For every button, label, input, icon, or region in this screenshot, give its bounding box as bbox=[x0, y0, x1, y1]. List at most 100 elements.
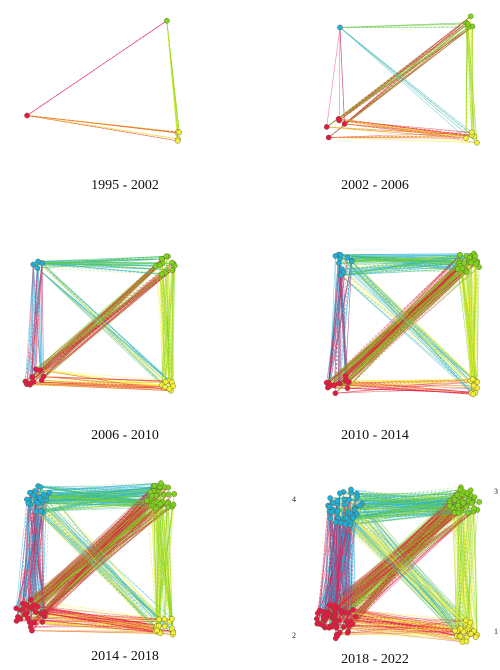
edge bbox=[457, 505, 461, 637]
edge bbox=[40, 486, 169, 495]
edge bbox=[24, 511, 41, 615]
node-cluster-2 bbox=[20, 606, 26, 612]
edge bbox=[346, 380, 476, 394]
edge bbox=[338, 262, 466, 271]
node-cluster-2 bbox=[323, 124, 330, 130]
edge bbox=[36, 511, 173, 635]
edge bbox=[339, 258, 463, 269]
edges bbox=[326, 16, 478, 143]
edge bbox=[326, 614, 466, 631]
node-cluster-2 bbox=[330, 620, 337, 627]
node-cluster-3 bbox=[468, 259, 474, 266]
edge bbox=[167, 256, 174, 387]
edge bbox=[171, 269, 173, 383]
edge bbox=[33, 495, 38, 607]
edge bbox=[37, 261, 173, 271]
edge bbox=[30, 384, 170, 390]
network-graph bbox=[24, 17, 183, 144]
edge bbox=[344, 123, 472, 133]
edge bbox=[341, 275, 478, 383]
node-cluster-4 bbox=[34, 265, 41, 271]
node-cluster-2 bbox=[32, 609, 39, 615]
edge bbox=[470, 253, 475, 381]
node-cluster-2 bbox=[15, 614, 21, 620]
node-cluster-3 bbox=[153, 505, 159, 512]
node-cluster-3 bbox=[468, 500, 475, 506]
edge bbox=[146, 500, 158, 631]
node-cluster-1 bbox=[469, 129, 475, 136]
edge bbox=[454, 499, 466, 631]
edge bbox=[15, 499, 28, 609]
edge bbox=[360, 505, 467, 621]
edge bbox=[334, 618, 470, 627]
edge bbox=[346, 502, 472, 622]
node-cluster-2 bbox=[336, 617, 343, 624]
panel-caption: 2014 - 2018 bbox=[91, 649, 159, 664]
node-cluster-4 bbox=[346, 497, 352, 503]
edge bbox=[341, 263, 476, 276]
node-cluster-2 bbox=[25, 380, 32, 387]
edge bbox=[341, 265, 461, 276]
edge bbox=[341, 275, 474, 392]
edge bbox=[339, 258, 473, 380]
edge bbox=[347, 387, 472, 394]
node-cluster-2 bbox=[332, 612, 338, 619]
edge bbox=[38, 485, 152, 497]
edge bbox=[341, 255, 467, 276]
panel-caption: 2002 - 2006 bbox=[341, 178, 409, 193]
edge bbox=[326, 16, 471, 128]
nodes bbox=[323, 250, 482, 398]
network-panel-6: 2018 - 2022 4 3 2 1 bbox=[250, 447, 500, 670]
edge bbox=[330, 490, 471, 499]
edge bbox=[338, 504, 462, 518]
network-panel-5: 2014 - 2018 bbox=[0, 447, 250, 670]
edge bbox=[34, 487, 160, 624]
node-cluster-3 bbox=[149, 493, 155, 499]
edge bbox=[36, 511, 165, 620]
edge bbox=[350, 521, 471, 630]
node-cluster-4 bbox=[348, 258, 355, 265]
edge bbox=[37, 267, 163, 275]
node-cluster-3 bbox=[169, 267, 175, 273]
edge bbox=[338, 22, 467, 120]
edge bbox=[29, 502, 163, 623]
node-cluster-3 bbox=[454, 266, 461, 272]
node-cluster-3 bbox=[467, 487, 474, 494]
node-cluster-2 bbox=[38, 377, 45, 384]
corner-label-1: 1 bbox=[494, 627, 498, 636]
edge bbox=[35, 501, 174, 633]
edge bbox=[326, 126, 477, 143]
edge bbox=[345, 499, 458, 506]
corner-label-4: 4 bbox=[292, 495, 296, 504]
edge bbox=[168, 494, 174, 635]
node-cluster-4 bbox=[350, 515, 357, 521]
node-cluster-2 bbox=[345, 610, 352, 616]
edge bbox=[338, 517, 461, 629]
edge bbox=[162, 502, 173, 629]
edge bbox=[37, 261, 41, 371]
edge bbox=[27, 115, 178, 142]
node-cluster-1 bbox=[474, 139, 480, 146]
edge bbox=[339, 27, 478, 143]
edge bbox=[34, 482, 161, 492]
edge bbox=[16, 486, 160, 622]
edge bbox=[37, 502, 156, 632]
node-cluster-2 bbox=[320, 614, 327, 621]
edge bbox=[333, 503, 363, 624]
edge bbox=[316, 520, 340, 619]
edge bbox=[37, 502, 160, 626]
node-cluster-3 bbox=[165, 504, 172, 511]
edge bbox=[159, 265, 163, 386]
node-cluster-2 bbox=[325, 134, 332, 141]
panel-caption: 2018 - 2022 bbox=[341, 652, 409, 667]
edge bbox=[25, 262, 173, 382]
edge bbox=[161, 258, 166, 382]
edge bbox=[451, 507, 471, 629]
edge bbox=[37, 261, 44, 377]
edge bbox=[347, 511, 458, 632]
edge bbox=[27, 115, 179, 140]
edge bbox=[25, 381, 165, 388]
edge bbox=[326, 126, 475, 137]
node-cluster-2 bbox=[331, 602, 338, 608]
node-cluster-3 bbox=[471, 505, 477, 512]
